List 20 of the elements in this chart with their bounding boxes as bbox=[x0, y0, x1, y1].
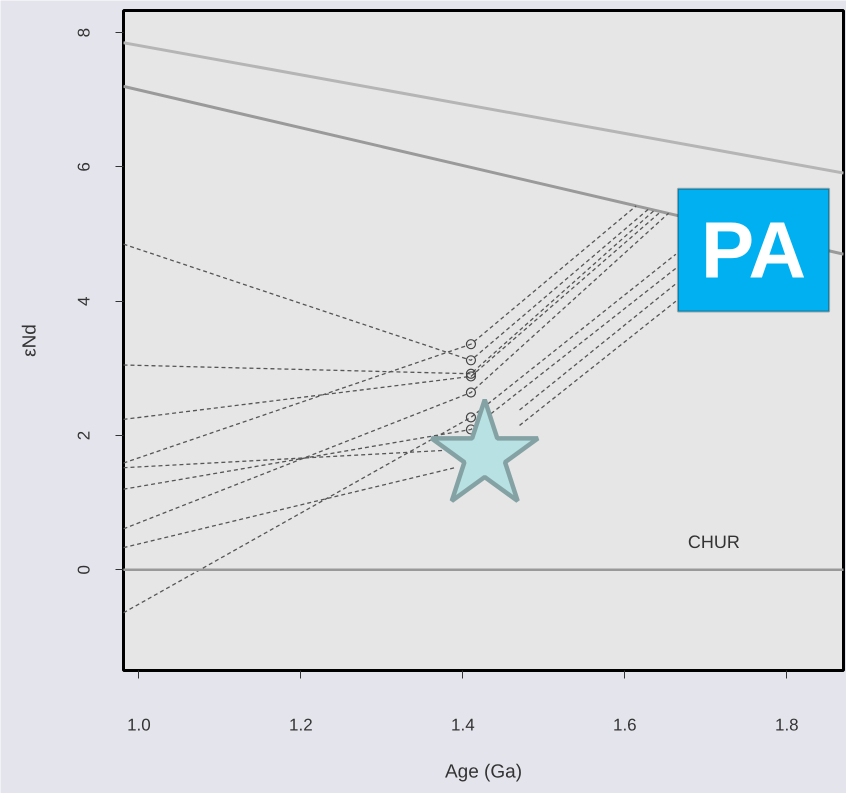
y-axis-title: εNd bbox=[20, 324, 40, 357]
y-tick-label: 2 bbox=[74, 430, 94, 440]
x-tick-label: 1.8 bbox=[774, 716, 799, 734]
x-tick-label: 1.0 bbox=[127, 716, 151, 734]
point bbox=[466, 339, 476, 350]
x-tick-label: 1.6 bbox=[613, 716, 637, 734]
x-tick-label: 1.2 bbox=[289, 716, 313, 734]
point bbox=[466, 371, 476, 382]
annotation: PA bbox=[700, 206, 806, 295]
x-axis-title: Age (Ga) bbox=[444, 762, 522, 782]
y-tick-label: 6 bbox=[74, 162, 94, 172]
point bbox=[466, 387, 476, 398]
point bbox=[466, 355, 476, 366]
y-tick-label: 0 bbox=[74, 565, 94, 575]
point bbox=[466, 368, 476, 379]
y-tick-label: 4 bbox=[74, 296, 94, 306]
point bbox=[466, 412, 476, 422]
ref-line-label: CHUR bbox=[688, 532, 740, 552]
x-tick-label: 1.4 bbox=[451, 716, 475, 734]
y-tick-label: 8 bbox=[74, 28, 94, 38]
